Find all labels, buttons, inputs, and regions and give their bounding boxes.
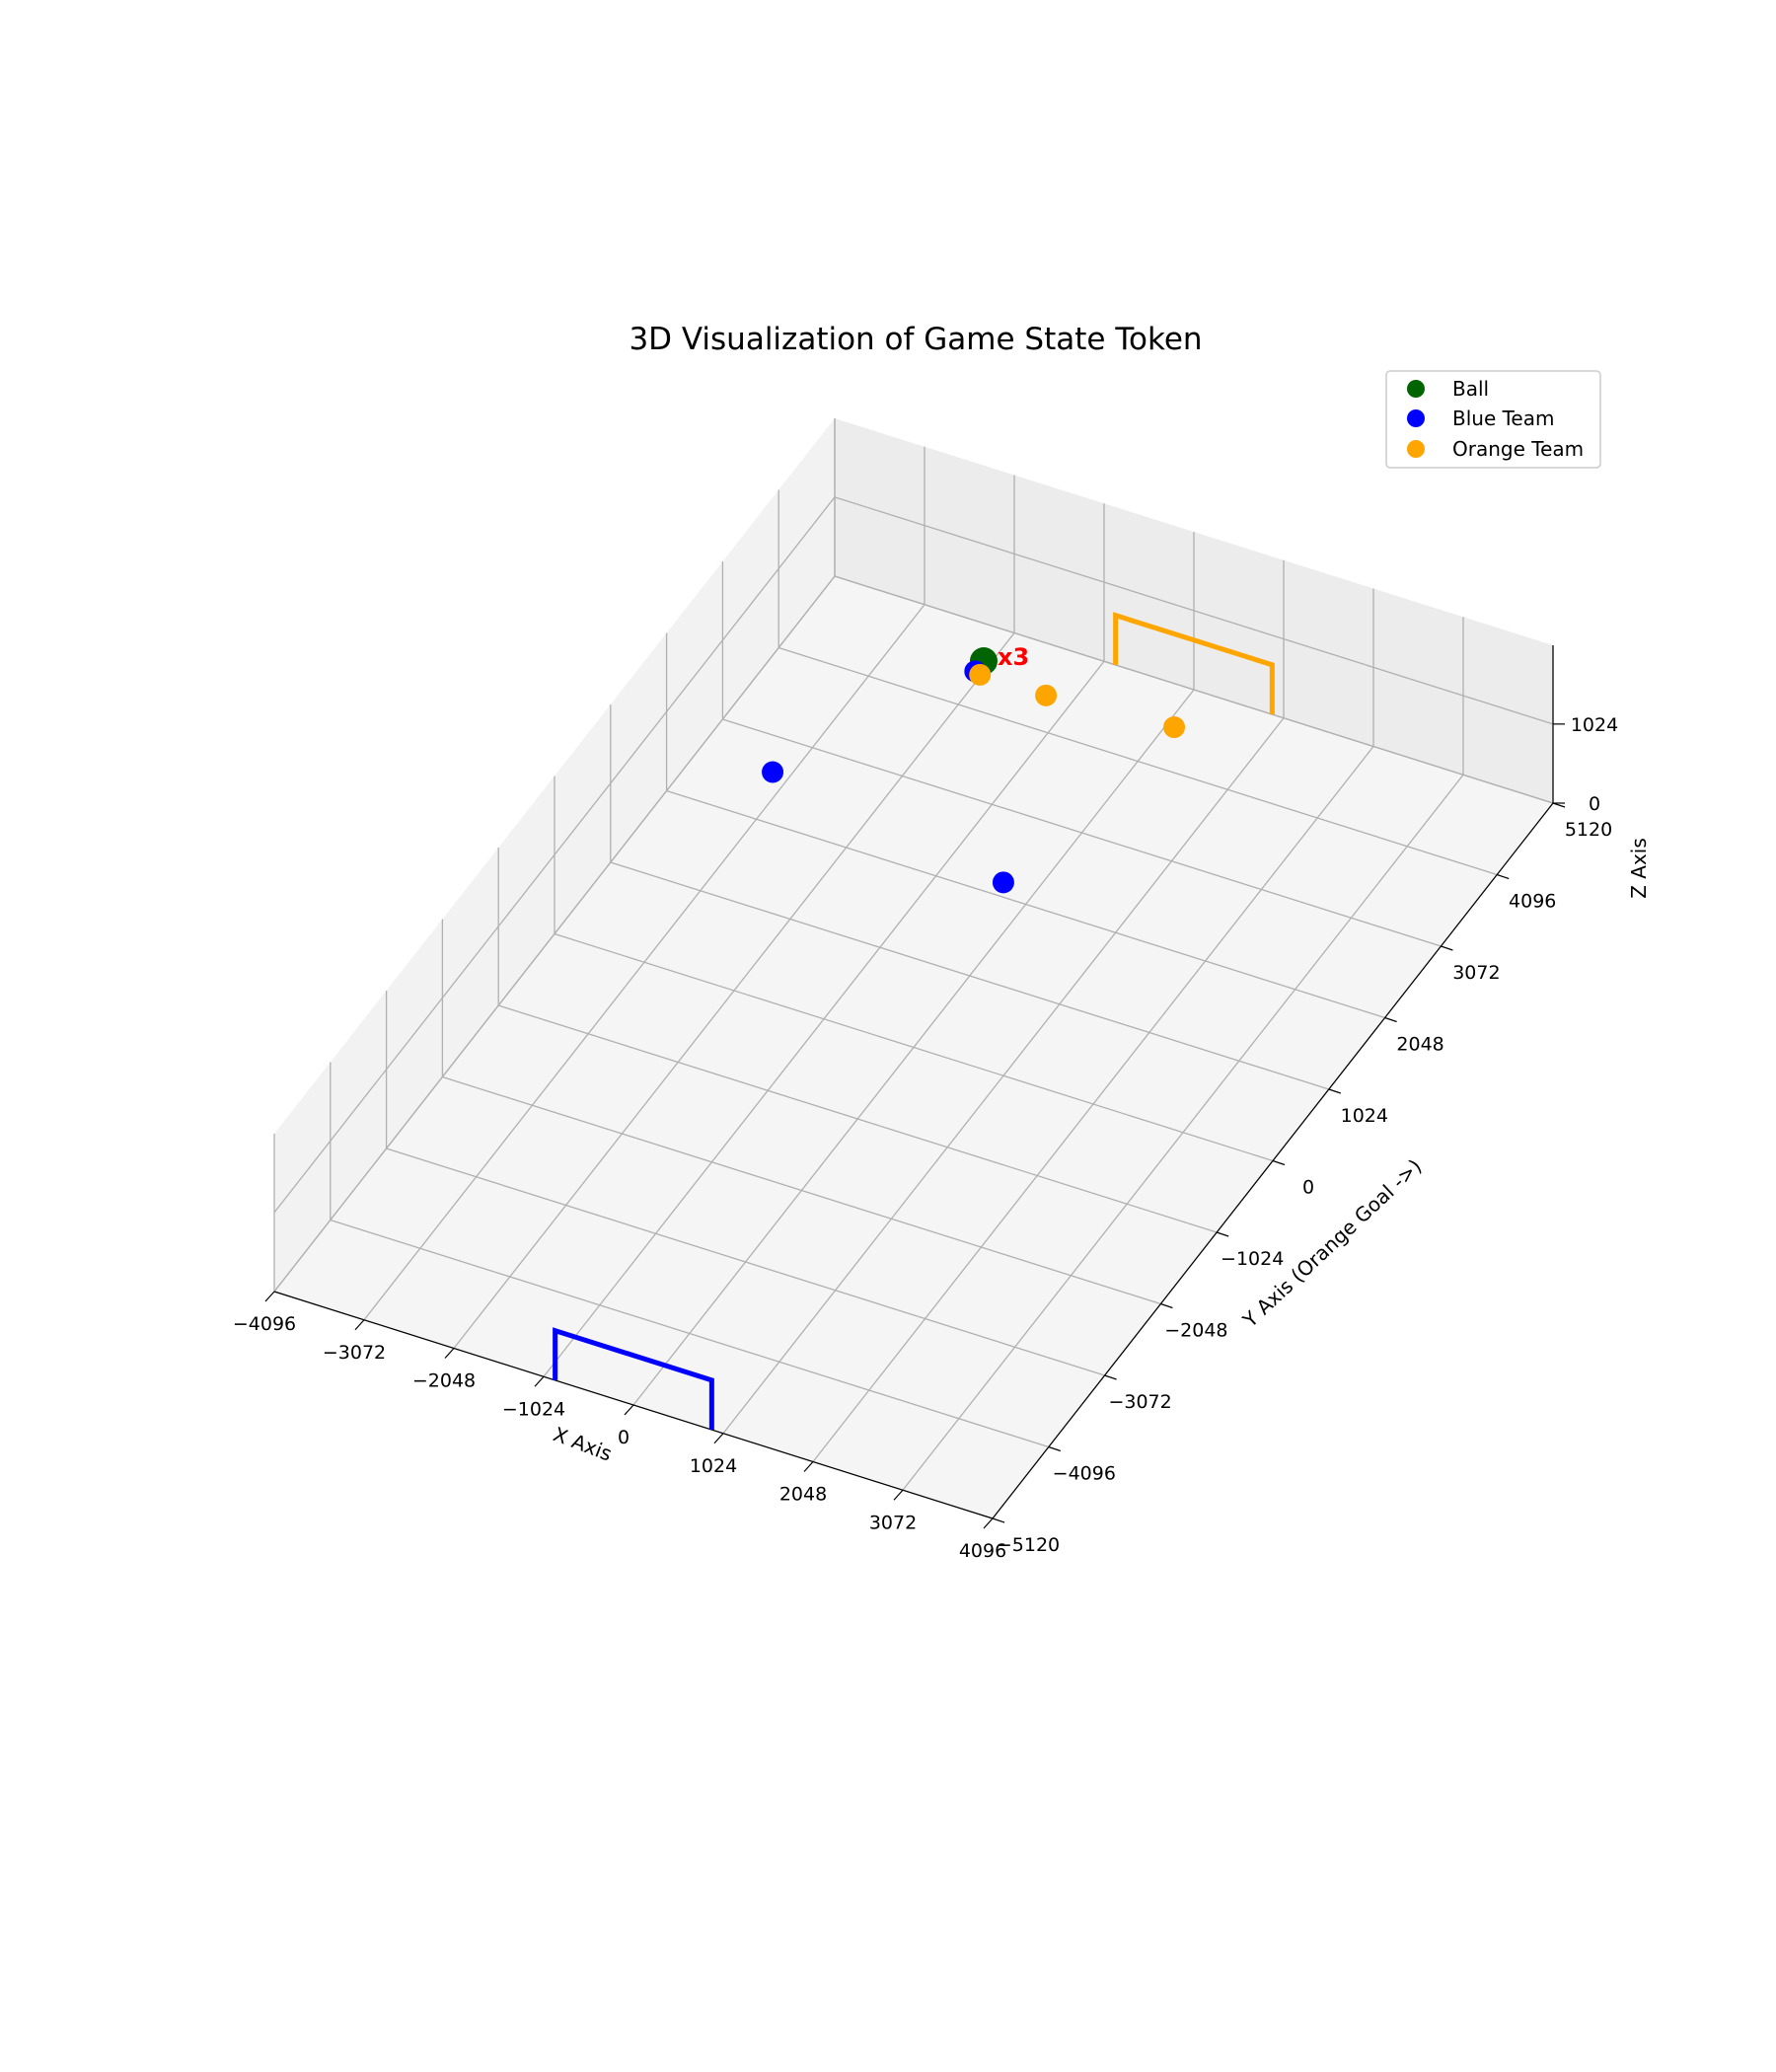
goal-frames [553, 612, 1275, 1431]
legend-label-blue-team: Blue Team [1452, 407, 1554, 430]
y-tick-mark [1160, 1302, 1173, 1309]
y-tick-label: 4096 [1509, 891, 1556, 913]
y-tick-label: −5120 [997, 1534, 1060, 1556]
annotations: x3 [998, 643, 1029, 671]
z-tick-label: 0 [1589, 793, 1600, 815]
legend-label-ball: Ball [1452, 377, 1489, 401]
y-tick-mark [992, 1517, 1005, 1523]
y-tick-label: −2048 [1164, 1320, 1227, 1342]
y-tick-label: 2048 [1396, 1034, 1443, 1056]
y-tick-mark [1384, 1016, 1397, 1023]
x-tick-label: −4096 [233, 1313, 296, 1335]
y-tick-label: 5120 [1565, 819, 1612, 841]
blue-team-point [992, 871, 1014, 894]
y-tick-label: −1024 [1221, 1248, 1284, 1270]
x-tick-mark [534, 1375, 545, 1387]
y-tick-mark [1272, 1159, 1286, 1166]
y-tick-label: −4096 [1053, 1463, 1116, 1485]
orange-team-point [1035, 684, 1058, 706]
y-tick-label: −3072 [1108, 1391, 1171, 1413]
x-tick-mark [803, 1461, 814, 1472]
y-tick-mark [1104, 1374, 1117, 1380]
legend-marker-ball [1407, 380, 1425, 398]
y-tick-mark [1497, 873, 1510, 880]
blue-team-point [762, 761, 784, 783]
x-tick-label: 2048 [779, 1484, 827, 1506]
blue-goal-frame [553, 1327, 714, 1431]
x-tick-mark [713, 1433, 724, 1444]
x-tick-label: −1024 [502, 1398, 565, 1420]
x-tick-label: 0 [618, 1427, 629, 1448]
y-tick-mark [1217, 1231, 1229, 1237]
legend-label-orange-team: Orange Team [1452, 437, 1584, 461]
y-tick-mark [1328, 1088, 1341, 1094]
x-tick-mark [893, 1489, 904, 1501]
x-tick-mark [354, 1319, 365, 1331]
x-tick-label: 3072 [869, 1512, 917, 1533]
legend: Ball Blue Team Orange Team [1385, 370, 1601, 469]
data-points [762, 647, 1186, 894]
y-tick-mark [1048, 1445, 1061, 1452]
axis-ticks: −4096−3072−2048−102401024204830724096−51… [233, 645, 1618, 1562]
x-tick-label: −2048 [412, 1370, 476, 1392]
x-tick-mark [264, 1291, 275, 1302]
grid-line-z [273, 575, 1554, 1293]
x-tick-label: 1024 [690, 1455, 737, 1477]
x-tick-label: −3072 [323, 1342, 386, 1364]
orange-team-point [1163, 716, 1186, 739]
y-tick-mark [1441, 945, 1453, 951]
multiplier-annotation: x3 [998, 643, 1029, 671]
y-tick-mark [1552, 802, 1566, 808]
legend-box [1385, 370, 1601, 469]
x-tick-label: 4096 [959, 1540, 1006, 1562]
z-tick-label: 1024 [1571, 714, 1618, 736]
x-tick-mark [624, 1404, 634, 1416]
y-tick-label: 3072 [1452, 962, 1500, 984]
chart-title: 3D Visualization of Game State Token [629, 322, 1202, 357]
orange-goal-frame [1113, 612, 1275, 715]
z-axis-label: Z Axis [1627, 838, 1651, 899]
x-tick-mark [983, 1517, 994, 1529]
x-axis-label: X Axis [550, 1422, 615, 1465]
y-tick-label: 0 [1302, 1177, 1314, 1199]
x-tick-mark [444, 1348, 455, 1359]
y-tick-label: 1024 [1341, 1105, 1388, 1127]
legend-marker-blue-team [1407, 409, 1425, 427]
orange-team-point [969, 663, 992, 686]
grid-line-z [273, 496, 1554, 1214]
y-axis-label: Y Axis (Orange Goal ->) [1237, 1154, 1426, 1333]
legend-marker-orange-team [1407, 440, 1425, 458]
